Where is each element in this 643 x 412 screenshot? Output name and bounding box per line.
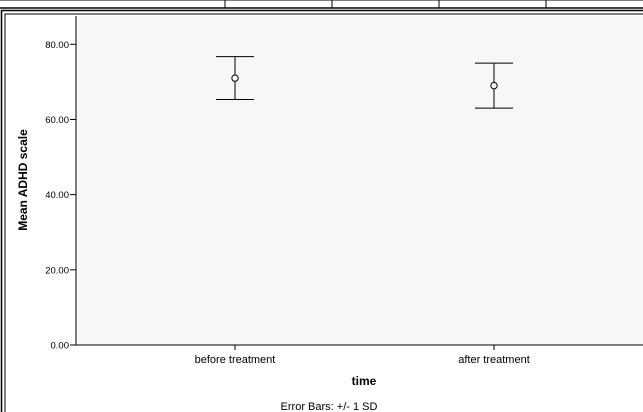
figure-frame xyxy=(0,9,643,412)
y-axis-label: Mean ADHD scale xyxy=(16,129,30,231)
axes xyxy=(75,16,643,346)
error-bar-point xyxy=(475,62,513,109)
x-axis-ticks: before treatment after treatment xyxy=(195,345,530,366)
x-tick-label: after treatment xyxy=(458,354,530,366)
y-tick-label: 0.00 xyxy=(51,341,70,352)
error-bar-footnote: Error Bars: +/- 1 SD xyxy=(281,401,378,412)
y-tick-label: 20.00 xyxy=(45,265,69,276)
figure-inner-frame xyxy=(4,13,643,412)
y-tick-label: 60.00 xyxy=(45,115,69,126)
y-axis-ticks: 0.00 20.00 40.00 60.00 80.00 xyxy=(45,40,76,352)
y-tick-label: 80.00 xyxy=(45,40,69,51)
top-table-fragment xyxy=(0,0,643,9)
data-marks xyxy=(216,56,513,109)
mean-marker xyxy=(490,81,498,90)
x-axis-label: time xyxy=(352,374,377,388)
error-bar-point xyxy=(216,56,254,101)
mean-marker xyxy=(231,74,239,82)
plot-area xyxy=(76,16,643,345)
x-tick-label: before treatment xyxy=(195,354,276,366)
y-tick-label: 40.00 xyxy=(45,190,69,201)
